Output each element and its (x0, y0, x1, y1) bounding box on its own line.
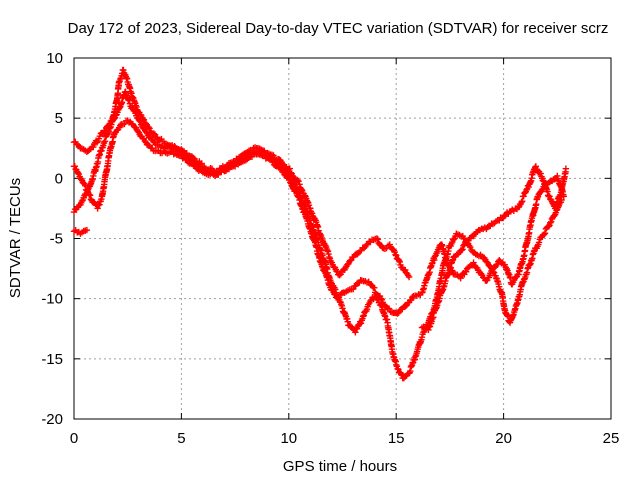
data-point (286, 165, 293, 172)
data-point (562, 165, 570, 172)
data-point (111, 115, 118, 122)
grid-lines (74, 58, 611, 419)
data-point (470, 259, 477, 266)
chart-title: Day 172 of 2023, Sidereal Day-to-day VTE… (68, 20, 609, 37)
data-point (141, 137, 149, 145)
data-point (532, 163, 540, 170)
data-point (82, 182, 89, 189)
data-point (467, 243, 474, 251)
y-tick-label: -15 (41, 351, 63, 368)
data-point (394, 310, 401, 317)
data-point (541, 230, 549, 237)
data-point (540, 231, 548, 238)
data-point (286, 175, 293, 182)
data-point (86, 192, 94, 199)
data-point (545, 223, 552, 230)
data-point (515, 204, 522, 211)
data-point (398, 370, 405, 378)
data-point (371, 284, 378, 292)
data-point (357, 320, 365, 327)
series-track-3 (70, 117, 567, 317)
data-point (337, 270, 344, 278)
data-point (143, 129, 150, 136)
data-point (90, 143, 97, 151)
data-point (83, 226, 91, 234)
data-series (70, 66, 570, 382)
data-point (295, 178, 302, 185)
data-point (537, 170, 544, 177)
data-point (352, 329, 359, 336)
data-point (519, 198, 526, 205)
y-axis-label: SDTVAR / TECUs (7, 178, 24, 298)
data-point (458, 247, 465, 254)
data-point (269, 157, 276, 165)
data-point (74, 169, 82, 177)
data-point (134, 127, 142, 135)
x-tick-label: 20 (495, 430, 512, 447)
data-point (71, 162, 79, 170)
data-point (374, 236, 381, 243)
data-point (396, 258, 403, 266)
data-point (78, 197, 86, 205)
y-tick-label: 10 (46, 50, 63, 67)
data-point (547, 218, 555, 226)
x-tick-label: 25 (603, 430, 620, 447)
y-tick-label: 0 (55, 170, 63, 187)
data-point (336, 272, 343, 279)
data-point (137, 118, 144, 125)
y-tick-label: 5 (55, 110, 63, 127)
data-point (395, 257, 403, 264)
data-point (377, 295, 385, 302)
y-tick-label: -10 (41, 291, 63, 308)
axes: 0 5 10 15 20 25 -20 -15 -10 -5 0 5 10 (41, 50, 619, 447)
data-point (335, 294, 343, 301)
data-point (418, 333, 426, 341)
data-point (462, 268, 470, 275)
data-point (367, 297, 374, 305)
series-track-4 (70, 163, 570, 334)
data-point (483, 258, 490, 265)
data-point (93, 139, 101, 146)
x-tick-label: 5 (177, 430, 185, 447)
x-axis-label: GPS time / hours (283, 458, 397, 475)
data-point (136, 117, 143, 124)
data-point (503, 312, 511, 319)
data-point (405, 273, 413, 281)
data-point (350, 285, 357, 293)
data-point (150, 130, 157, 137)
data-point (146, 125, 153, 132)
data-point (179, 147, 186, 154)
series-track-2 (70, 88, 565, 382)
data-point (334, 295, 341, 302)
y-tick-label: -5 (50, 231, 63, 248)
data-point (459, 246, 466, 253)
data-point (142, 120, 150, 127)
data-point (385, 305, 393, 312)
data-point (268, 156, 275, 164)
data-point (145, 123, 152, 131)
data-point (535, 239, 543, 246)
data-point (504, 313, 512, 320)
data-point (547, 219, 554, 226)
data-point (393, 252, 400, 259)
data-point (347, 256, 355, 264)
data-point (518, 198, 525, 206)
x-tick-label: 10 (280, 430, 297, 447)
data-point (354, 250, 361, 258)
data-point (287, 179, 294, 186)
data-point (477, 270, 485, 277)
data-point (292, 186, 299, 194)
data-point (402, 302, 410, 310)
x-tick-label: 0 (70, 430, 78, 447)
data-point (373, 235, 381, 242)
data-point (392, 251, 399, 258)
data-point (294, 193, 302, 200)
y-tick-label: -20 (41, 411, 63, 428)
data-point (520, 192, 527, 200)
data-point (294, 176, 301, 184)
x-tick-label: 15 (388, 430, 405, 447)
